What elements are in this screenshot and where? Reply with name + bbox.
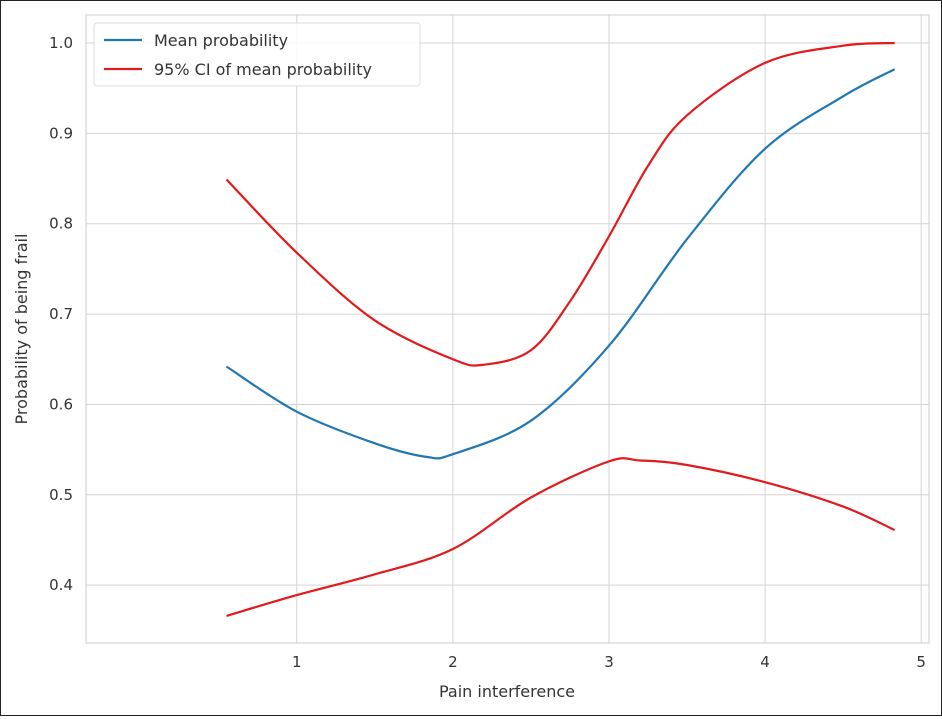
x-tick-label: 1 [292, 653, 302, 671]
grid [86, 15, 929, 643]
legend-label-mean: Mean probability [154, 31, 288, 50]
x-tick-label: 3 [604, 653, 614, 671]
mean-probability-line [225, 68, 896, 460]
y-tick-label: 0.9 [49, 124, 73, 142]
x-tick-label: 5 [916, 653, 926, 671]
legend-box [93, 22, 421, 87]
x-axis-label: Pain interference [439, 682, 575, 701]
legend: Mean probability 95% CI of mean probabil… [93, 22, 421, 87]
x-tick-label: 2 [448, 653, 458, 671]
y-tick-label: 1.0 [49, 34, 73, 52]
y-tick-label: 0.6 [49, 395, 73, 413]
legend-label-ci: 95% CI of mean probability [154, 60, 372, 79]
y-tick-label: 0.5 [49, 486, 73, 504]
plot-area-border [85, 14, 930, 644]
x-tick-label: 4 [760, 653, 770, 671]
y-tick-label: 0.7 [49, 305, 73, 323]
ci-upper-line [225, 41, 895, 367]
y-tick-label: 0.4 [49, 576, 73, 594]
ci-lower-line [226, 457, 896, 617]
y-tick-label: 0.8 [49, 215, 73, 233]
series-lines [225, 41, 896, 617]
y-axis-label: Probability of being frail [12, 234, 31, 425]
tick-labels: 1 2 3 4 5 0.4 0.5 0.6 0.7 0.8 0.9 1.0 [49, 34, 926, 671]
